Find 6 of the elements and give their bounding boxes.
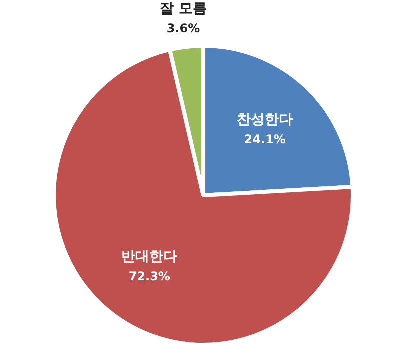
data-label: 3.6% <box>166 21 200 36</box>
data-label: 24.1% <box>244 132 286 146</box>
slice-label: 찬성한다 <box>237 112 294 128</box>
slice-label: 반대한다 <box>122 248 178 265</box>
slice-label: 잘 모름 <box>160 0 207 17</box>
data-label: 72.3% <box>128 269 170 284</box>
